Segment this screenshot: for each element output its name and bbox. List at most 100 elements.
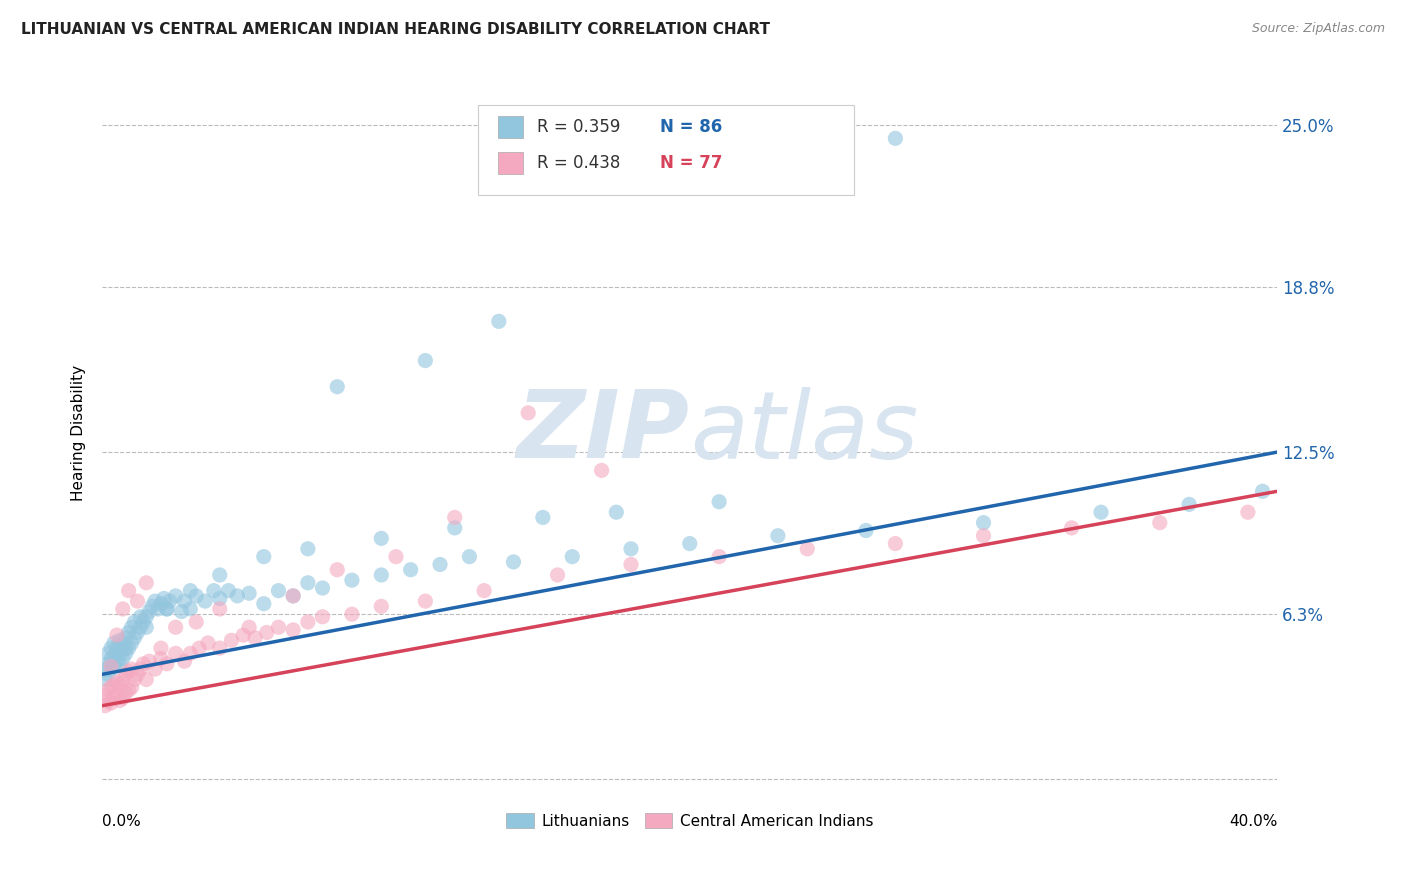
Point	[100, 696, 122, 710]
Point	[232, 628, 254, 642]
Point	[297, 575, 319, 590]
Point	[547, 568, 569, 582]
Point	[1237, 505, 1260, 519]
Point	[283, 589, 305, 603]
Point	[707, 549, 730, 564]
Point	[129, 620, 152, 634]
Point	[256, 625, 278, 640]
Point	[108, 657, 131, 671]
Y-axis label: Hearing Disability: Hearing Disability	[72, 365, 86, 500]
Point	[238, 586, 260, 600]
Point	[111, 651, 134, 665]
Point	[385, 549, 408, 564]
Point	[159, 594, 181, 608]
Text: ZIP: ZIP	[517, 386, 690, 478]
Point	[884, 131, 907, 145]
FancyBboxPatch shape	[478, 105, 855, 195]
Point	[127, 594, 149, 608]
Point	[531, 510, 554, 524]
Point	[138, 654, 160, 668]
Point	[105, 654, 128, 668]
Point	[973, 516, 995, 530]
Point	[517, 406, 540, 420]
Point	[202, 583, 225, 598]
Point	[605, 505, 627, 519]
Point	[121, 681, 143, 695]
Point	[135, 609, 157, 624]
Point	[561, 549, 583, 564]
Point	[114, 641, 136, 656]
Point	[138, 605, 160, 619]
Point	[105, 688, 128, 702]
Point	[129, 662, 152, 676]
Point	[226, 589, 249, 603]
Point	[105, 641, 128, 656]
Point	[283, 589, 305, 603]
Point	[153, 591, 176, 606]
Point	[103, 636, 125, 650]
Point	[326, 380, 349, 394]
Point	[173, 654, 195, 668]
Point	[103, 678, 125, 692]
Point	[100, 651, 122, 665]
Point	[267, 620, 290, 634]
Point	[326, 563, 349, 577]
Point	[103, 648, 125, 663]
Point	[141, 599, 163, 614]
Point	[194, 594, 217, 608]
Point	[186, 589, 208, 603]
Point	[253, 549, 276, 564]
Point	[502, 555, 524, 569]
Point	[796, 541, 818, 556]
Text: R = 0.359: R = 0.359	[537, 118, 620, 136]
Point	[620, 541, 643, 556]
FancyBboxPatch shape	[498, 116, 523, 137]
Point	[97, 657, 120, 671]
Point	[208, 641, 231, 656]
Point	[208, 568, 231, 582]
Point	[156, 657, 179, 671]
Point	[100, 662, 122, 676]
Point	[94, 688, 117, 702]
Point	[197, 636, 219, 650]
Point	[415, 353, 437, 368]
Point	[218, 583, 240, 598]
Text: Source: ZipAtlas.com: Source: ZipAtlas.com	[1251, 22, 1385, 36]
Text: 0.0%: 0.0%	[103, 814, 141, 829]
Point	[208, 591, 231, 606]
Point	[283, 623, 305, 637]
Point	[118, 583, 141, 598]
Point	[370, 532, 392, 546]
Point	[114, 667, 136, 681]
Point	[111, 602, 134, 616]
Point	[188, 641, 211, 656]
Point	[370, 568, 392, 582]
Point	[97, 667, 120, 681]
Point	[97, 647, 120, 661]
Point	[165, 647, 187, 661]
Point	[121, 636, 143, 650]
Point	[97, 693, 120, 707]
Point	[124, 615, 146, 629]
Point	[118, 641, 141, 656]
Point	[208, 602, 231, 616]
Point	[100, 681, 122, 695]
Point	[129, 609, 152, 624]
Point	[311, 609, 333, 624]
Point	[114, 631, 136, 645]
Point	[1251, 484, 1274, 499]
Point	[165, 589, 187, 603]
Point	[114, 647, 136, 661]
Point	[238, 620, 260, 634]
Point	[121, 620, 143, 634]
Point	[340, 607, 363, 622]
Point	[100, 659, 122, 673]
Point	[124, 631, 146, 645]
Point	[103, 659, 125, 673]
Point	[94, 698, 117, 713]
Point	[179, 602, 201, 616]
Point	[267, 583, 290, 598]
Point	[855, 524, 877, 538]
Point	[1149, 516, 1171, 530]
Point	[108, 633, 131, 648]
